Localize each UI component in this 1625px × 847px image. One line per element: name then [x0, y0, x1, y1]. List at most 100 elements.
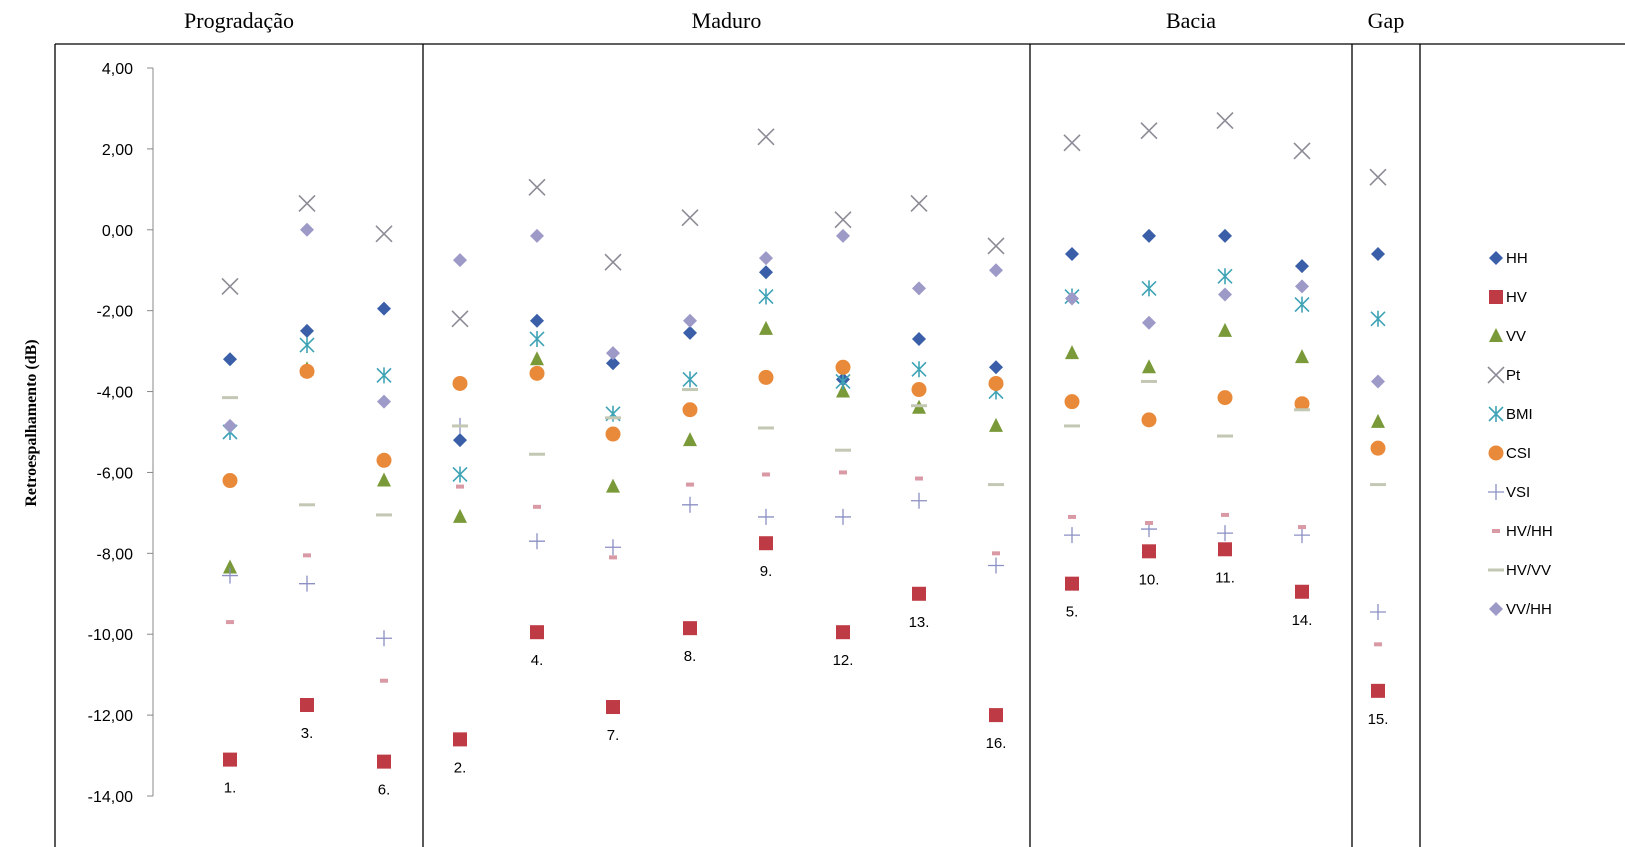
point-labels: 1. 3. 6. 2. 4. 7. 8. 9. 12. 13. 16. 5. 10. 11. 14. 15.: [224, 563, 1389, 798]
point-bmi-9: [758, 288, 774, 305]
point-label-10: 10.: [1139, 571, 1160, 588]
point-bmi-4: [529, 330, 545, 347]
point-label-2: 2.: [454, 759, 467, 776]
point-pt-12: [834, 211, 852, 229]
point-vv-hh-16: [989, 263, 1003, 278]
point-bmi-2: [452, 466, 468, 483]
point-pt-9: [757, 128, 775, 146]
point-vv-hh-1: [223, 418, 237, 433]
point-csi-16: [988, 375, 1004, 391]
point-hv-vv-4: [529, 452, 545, 456]
point-pt-1: [221, 277, 239, 295]
point-csi-15: [1370, 440, 1386, 456]
point-vv-hh-3: [300, 222, 314, 237]
point-vv-hh-6: [377, 394, 391, 409]
point-pt-8: [681, 209, 699, 227]
group-titles: Progradação Maduro Bacia Gap: [184, 8, 1404, 33]
point-vv-hh-13: [912, 281, 926, 296]
chart-frame: [54, 43, 1625, 847]
point-hv-vv-10: [1141, 379, 1157, 383]
point-hv-4: [530, 625, 544, 640]
point-vv-6: [377, 472, 391, 487]
point-pt-2: [451, 310, 469, 328]
legend-item-hv: HV: [1489, 289, 1527, 306]
legend-label-vsi: VSI: [1506, 484, 1530, 501]
point-hv-hh-1: [226, 620, 234, 625]
point-bmi-8: [682, 371, 698, 388]
point-hv-vv-11: [1217, 434, 1233, 438]
point-label-9: 9.: [760, 563, 773, 580]
point-vv-hh-4: [530, 228, 544, 243]
data-points: [221, 112, 1387, 769]
point-csi-4: [529, 365, 545, 381]
point-hv-vv-13: [911, 404, 927, 408]
point-label-7: 7.: [607, 727, 620, 744]
legend-marker-pt: [1487, 366, 1505, 384]
point-bmi-3: [299, 337, 315, 354]
point-pt-3: [298, 194, 316, 213]
point-vsi-4: [529, 533, 545, 550]
point-label-1: 1.: [224, 780, 237, 797]
point-label-15: 15.: [1368, 711, 1389, 728]
point-vsi-14: [1294, 527, 1310, 544]
point-bmi-13: [911, 361, 927, 378]
point-hh-5: [1065, 247, 1079, 262]
point-pt-5: [1063, 134, 1081, 152]
point-vv-8: [683, 432, 697, 447]
point-hh-3: [300, 323, 314, 338]
point-vsi-8: [682, 496, 698, 513]
point-hh-8: [683, 325, 697, 340]
point-bmi-14: [1294, 296, 1310, 313]
point-csi-11: [1217, 390, 1233, 406]
series-vsi: [222, 417, 1386, 647]
legend-label-hv: HV: [1506, 289, 1527, 306]
point-vsi-6: [376, 630, 392, 647]
point-hh-15: [1371, 247, 1385, 262]
point-hv-vv-5: [1064, 424, 1080, 428]
point-pt-13: [910, 194, 928, 213]
y-axis-title: Retroespalhamento (dB): [23, 339, 40, 506]
point-hv-10: [1142, 544, 1156, 559]
point-pt-14: [1293, 142, 1311, 160]
point-hv-hh-16: [992, 551, 1000, 556]
point-hv-hh-14: [1298, 525, 1306, 530]
y-tick-label: -6,00: [97, 465, 134, 482]
point-pt-4: [528, 178, 546, 196]
legend-label-bmi: BMI: [1506, 406, 1533, 423]
point-hv-hh-12: [839, 470, 847, 475]
point-csi-7: [605, 426, 621, 442]
point-hv-hh-3: [303, 553, 311, 558]
point-hv-16: [989, 708, 1003, 723]
y-tick-label: -8,00: [97, 546, 134, 563]
legend-item-csi: CSI: [1488, 445, 1531, 462]
point-hv-vv-1: [222, 396, 238, 400]
y-tick-label: 2,00: [102, 142, 133, 159]
legend-marker-vv: [1489, 328, 1503, 342]
point-hv-13: [912, 586, 926, 601]
legend-marker-csi: [1488, 445, 1504, 461]
point-pt-16: [987, 237, 1005, 255]
point-hv-7: [606, 700, 620, 715]
series-hh: [223, 228, 1385, 448]
point-hv-9: [759, 536, 773, 551]
point-csi-5: [1064, 394, 1080, 410]
point-hv-12: [836, 625, 850, 640]
point-hv-14: [1295, 584, 1309, 599]
point-csi-10: [1141, 412, 1157, 428]
series-hv-hh: [226, 470, 1382, 683]
point-hh-14: [1295, 259, 1309, 274]
point-csi-9: [758, 369, 774, 385]
point-vv-hh-9: [759, 251, 773, 266]
point-hv-1: [223, 752, 237, 767]
point-hv-hh-9: [762, 472, 770, 477]
y-tick-label: 4,00: [102, 61, 133, 78]
point-label-3: 3.: [301, 725, 314, 742]
point-csi-8: [682, 402, 698, 418]
point-hh-2: [453, 433, 467, 448]
point-vv-hh-11: [1218, 287, 1232, 302]
point-label-5: 5.: [1066, 604, 1079, 621]
point-hv-hh-15: [1374, 642, 1382, 647]
point-vv-hh-15: [1371, 374, 1385, 389]
